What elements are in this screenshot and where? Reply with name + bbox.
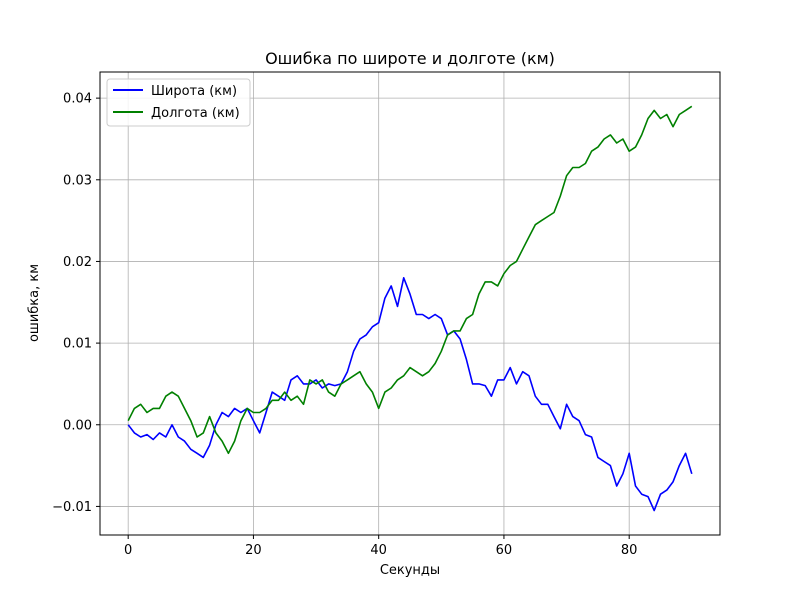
y-tick-label: 0.00 xyxy=(63,418,92,433)
series-line-latitude xyxy=(127,276,693,512)
legend-label-longitude: Долгота (км) xyxy=(151,106,240,121)
plot-frame xyxy=(99,71,721,536)
x-tick-label: 40 xyxy=(370,543,387,558)
x-tick-label: 20 xyxy=(245,543,262,558)
y-tick-label: −0.01 xyxy=(52,500,92,515)
y-tick-label: 0.04 xyxy=(63,92,92,107)
series-line-longitude xyxy=(127,105,693,455)
x-tick-label: 80 xyxy=(621,543,638,558)
legend-label-latitude: Широта (км) xyxy=(151,84,237,99)
plot-area xyxy=(127,105,693,512)
y-axis: −0.01 0.00 0.01 0.02 0.03 0.04 xyxy=(52,92,100,515)
y-tick-label: 0.02 xyxy=(63,255,92,270)
legend: Широта (км) Долгота (км) xyxy=(106,78,251,127)
y-tick-label: 0.01 xyxy=(63,337,92,352)
x-tick-label: 0 xyxy=(124,543,132,558)
y-axis-label: ошибка, км xyxy=(27,264,42,342)
x-axis: 0 20 40 60 80 xyxy=(124,535,637,558)
chart-title: Ошибка по широте и долготе (км) xyxy=(265,49,555,68)
x-axis-label: Секунды xyxy=(380,563,440,578)
series-lines xyxy=(127,105,693,512)
y-tick-label: 0.03 xyxy=(63,173,92,188)
grid xyxy=(100,72,720,535)
x-tick-label: 60 xyxy=(496,543,513,558)
